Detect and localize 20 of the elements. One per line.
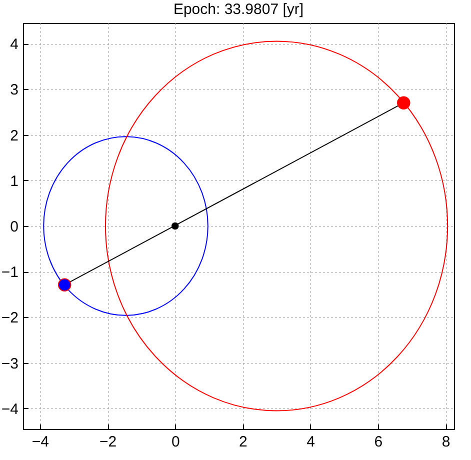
x-tick-label: 0 — [171, 434, 180, 450]
y-tick-label: 0 — [10, 218, 18, 236]
point — [58, 278, 72, 292]
y-tick-label: 3 — [10, 82, 18, 99]
x-tick-label: 8 — [442, 434, 450, 450]
x-tick-label: 2 — [239, 434, 248, 450]
x-tick-label: −4 — [32, 434, 49, 450]
point — [397, 96, 410, 110]
y-tick-label: 4 — [10, 36, 18, 54]
y-tick-label: −4 — [1, 400, 18, 418]
y-tick-label: 1 — [10, 172, 18, 190]
x-tick-label: 4 — [306, 434, 316, 450]
chart-title: Epoch: 33.9807 [yr] — [173, 1, 304, 18]
y-tick-label: 2 — [10, 127, 18, 144]
x-tick-label: 6 — [374, 434, 383, 450]
y-tick-label: −1 — [1, 264, 18, 282]
y-tick-label: −3 — [1, 355, 18, 372]
point — [171, 222, 179, 230]
y-tick-label: −2 — [1, 310, 18, 327]
x-tick-label: −2 — [99, 434, 117, 450]
